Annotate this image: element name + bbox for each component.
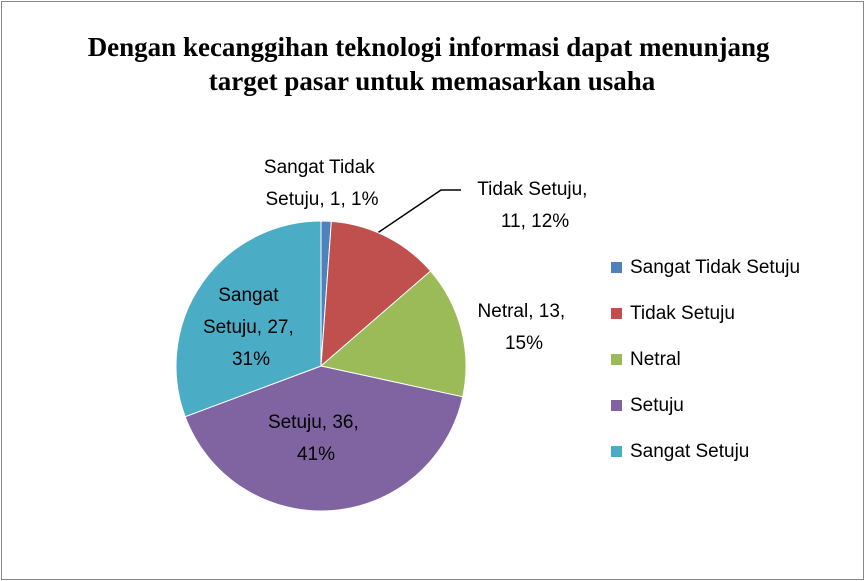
pie-slice xyxy=(175,220,322,418)
chart-title: Dengan kecanggihan teknologi informasi d… xyxy=(88,32,777,96)
data-label: Tidak Setuju, 11, 12% xyxy=(477,179,592,232)
legend-label: Netral xyxy=(630,349,681,370)
legend-swatch xyxy=(611,308,622,319)
data-label: Netral, 13, 15% xyxy=(478,301,571,354)
pie-slice xyxy=(184,365,464,512)
legend-swatch xyxy=(611,446,622,457)
legend-label: Tidak Setuju xyxy=(630,303,735,324)
pie-slice xyxy=(319,270,467,398)
legend-label: Setuju xyxy=(630,395,684,416)
data-label: Sangat Tidak Setuju, 1, 1% xyxy=(264,157,380,210)
data-label: Sangat Setuju, 27, 31% xyxy=(203,285,299,370)
legend-label: Sangat Setuju xyxy=(630,441,749,462)
leader-line xyxy=(375,189,461,235)
legend-swatch xyxy=(611,354,622,365)
legend-label: Sangat Tidak Setuju xyxy=(630,257,800,278)
legend-swatch xyxy=(611,262,622,273)
legend-swatch xyxy=(611,400,622,411)
pie-slice xyxy=(320,220,432,368)
data-label: Setuju, 36, 41% xyxy=(268,412,364,465)
